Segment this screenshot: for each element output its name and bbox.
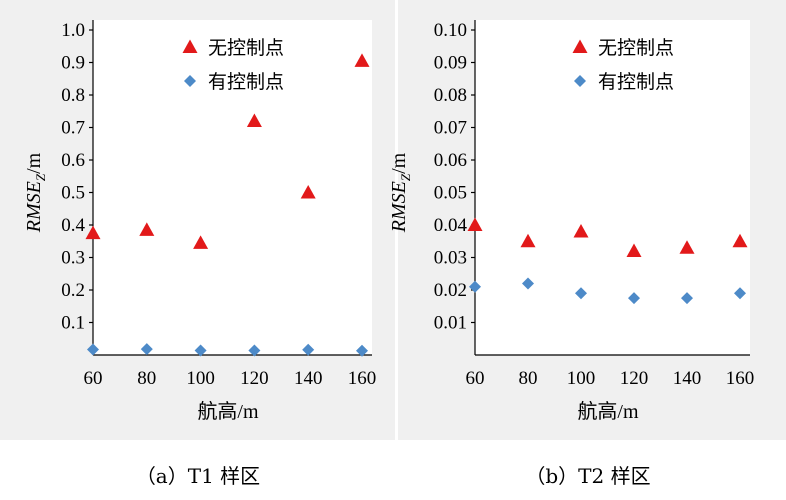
x-tick-label: 80 <box>137 368 156 389</box>
y-axis-title-main: RMSE <box>23 181 45 233</box>
data-point-triangle <box>85 225 101 240</box>
caption-b: （b）T2 样区 <box>525 464 650 488</box>
x-axis-title: 航高/m <box>197 400 259 423</box>
plot-area <box>93 20 372 355</box>
chart-b: 0.01 0.02 0.03 0.04 0.05 0.06 0.07 0.08 0.09 0.10… <box>388 20 754 423</box>
y-tick-label: 0.3 <box>61 248 85 269</box>
data-point-diamond <box>194 344 207 357</box>
data-point-triangle <box>679 240 695 254</box>
data-point-triangle <box>520 233 536 248</box>
y-tick-label: 0.02 <box>434 280 467 301</box>
x-axis-title: 航高/m <box>577 400 639 423</box>
data-point-diamond <box>522 277 534 290</box>
y-tick-label: 0.1 <box>61 313 85 334</box>
y-tick-label: 0.03 <box>434 248 467 269</box>
y-axis-title-unit: /m <box>388 152 410 174</box>
y-axis-title-main: RMSE <box>388 181 410 233</box>
x-tick-label: 120 <box>240 368 269 389</box>
legend-label: 无控制点 <box>208 37 284 59</box>
y-axis-title: RMSEZ/m <box>23 152 48 233</box>
y-axis-title: RMSEZ/m <box>388 152 413 233</box>
data-point-triangle <box>354 53 370 67</box>
x-tick-label: 80 <box>519 368 538 389</box>
data-point-diamond <box>356 344 368 357</box>
data-point-triangle <box>246 113 262 127</box>
data-point-diamond <box>469 280 481 293</box>
x-tick-label: 160 <box>348 368 377 389</box>
y-tick-label: 0.06 <box>434 150 467 171</box>
y-axis-title-sub: Z <box>398 173 413 181</box>
data-point-diamond <box>302 343 315 356</box>
legend-marker-diamond <box>574 75 586 87</box>
y-tick-label: 0.7 <box>61 118 85 139</box>
data-point-diamond <box>140 343 153 356</box>
legend-marker-triangle <box>572 39 588 53</box>
chart-a: 0.1 0.2 0.3 0.4 0.5 0.6 0.7 0.8 0.9 1.0 60 80 100 120… <box>23 20 376 423</box>
data-point-diamond <box>87 343 99 356</box>
x-tick-label: 160 <box>726 368 755 389</box>
legend-marker-diamond <box>184 75 196 87</box>
data-point-diamond <box>734 287 746 300</box>
y-tick-label: 0.08 <box>434 85 467 106</box>
y-tick-label: 0.4 <box>61 215 85 236</box>
legend-label: 有控制点 <box>598 71 674 93</box>
y-tick-label: 0.04 <box>434 215 468 236</box>
y-tick-label: 0.2 <box>61 280 85 301</box>
data-point-diamond <box>248 344 261 357</box>
x-tick-label: 60 <box>84 368 103 389</box>
y-tick-label: 0.6 <box>61 150 85 171</box>
y-tick-label: 0.05 <box>434 183 467 204</box>
data-point-triangle <box>139 222 155 236</box>
plot-area <box>475 20 750 355</box>
data-point-triangle <box>573 224 589 238</box>
x-tick-label: 140 <box>673 368 702 389</box>
data-point-triangle <box>300 185 316 199</box>
y-tick-label: 1.0 <box>61 20 85 41</box>
data-point-diamond <box>575 287 587 300</box>
y-axis-title-sub: Z <box>33 173 48 181</box>
data-point-triangle <box>626 243 642 257</box>
x-tick-label: 100 <box>567 368 596 389</box>
y-tick-label: 0.9 <box>61 53 85 74</box>
data-point-triangle <box>732 233 748 248</box>
caption-a: （a）T1 样区 <box>136 464 260 488</box>
legend-label: 无控制点 <box>598 37 674 59</box>
x-tick-label: 60 <box>466 368 485 389</box>
legend-label: 有控制点 <box>208 71 284 93</box>
y-axis-title-unit: /m <box>23 152 45 174</box>
data-point-diamond <box>628 292 640 305</box>
x-tick-label: 120 <box>620 368 649 389</box>
y-tick-label: 0.8 <box>61 85 85 106</box>
x-tick-label: 100 <box>186 368 215 389</box>
y-tick-label: 0.5 <box>61 183 85 204</box>
y-tick-label: 0.10 <box>434 20 467 41</box>
data-point-triangle <box>467 217 483 231</box>
y-tick-label: 0.07 <box>434 118 467 139</box>
x-tick-label: 140 <box>294 368 323 389</box>
data-point-diamond <box>681 292 693 305</box>
data-point-triangle <box>193 235 209 249</box>
y-tick-label: 0.01 <box>434 313 467 334</box>
legend-marker-triangle <box>182 39 198 53</box>
y-tick-label: 0.09 <box>434 53 467 74</box>
